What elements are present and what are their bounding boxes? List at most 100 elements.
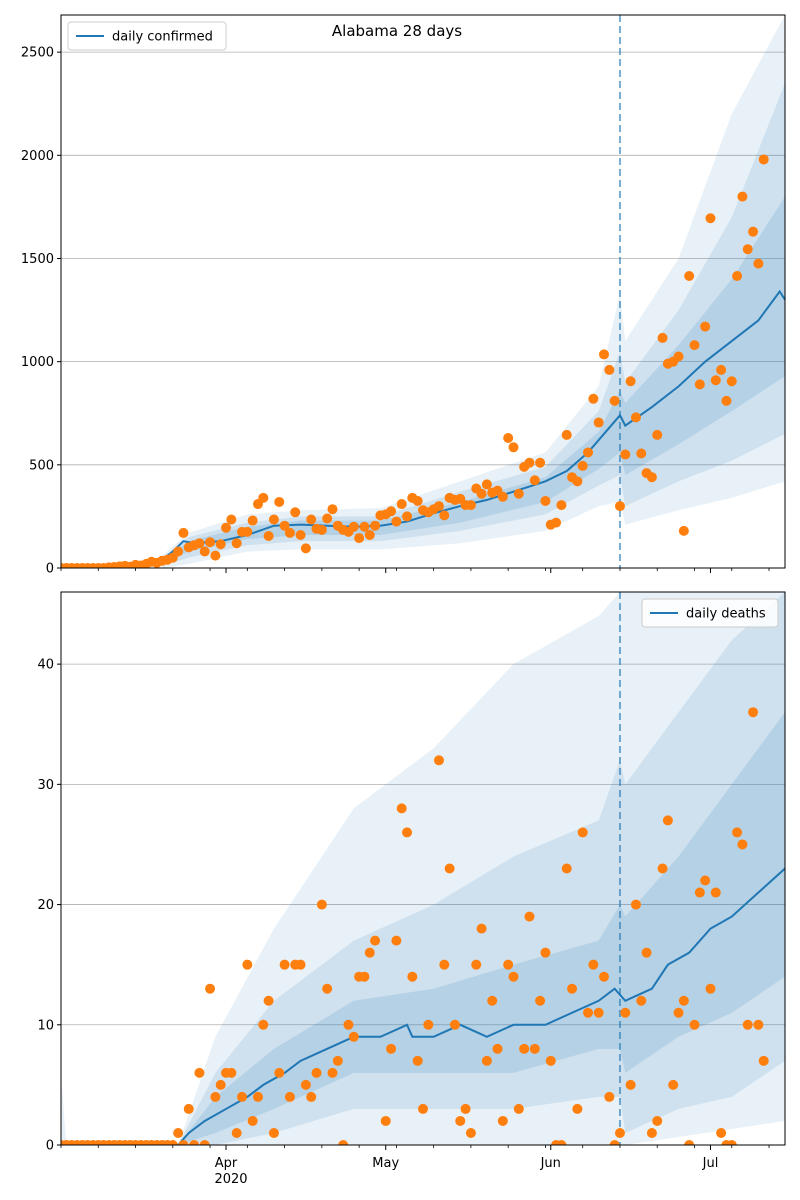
deaths-observed-point bbox=[641, 947, 652, 958]
confirmed-observed-point bbox=[263, 531, 274, 542]
confirmed-observed-point bbox=[258, 492, 269, 503]
deaths-observed-point bbox=[284, 1091, 295, 1102]
confirmed-observed-point bbox=[279, 520, 290, 531]
confirmed-y-tick-label: 2000 bbox=[21, 149, 54, 164]
confirmed-observed-point bbox=[322, 513, 333, 524]
deaths-observed-point bbox=[646, 1127, 657, 1138]
confirmed-observed-point bbox=[231, 538, 242, 549]
deaths-observed-point bbox=[439, 959, 450, 970]
deaths-observed-point bbox=[433, 755, 444, 766]
confirmed-legend-label: daily confirmed bbox=[112, 30, 213, 45]
confirmed-observed-point bbox=[199, 546, 210, 557]
deaths-observed-point bbox=[684, 1140, 695, 1145]
deaths-observed-point bbox=[753, 1019, 764, 1030]
deaths-observed-point bbox=[258, 1019, 269, 1030]
confirmed-axes-frame bbox=[60, 14, 786, 569]
deaths-observed-point bbox=[210, 1091, 221, 1102]
deaths-observed-point bbox=[567, 983, 578, 994]
confirmed-observed-point bbox=[630, 412, 641, 423]
deaths-observed-point bbox=[561, 863, 572, 874]
deaths-observed-point bbox=[604, 1091, 615, 1102]
deaths-observed-point bbox=[657, 863, 668, 874]
confirmed-observed-point bbox=[700, 321, 711, 332]
deaths-observed-point bbox=[412, 1055, 423, 1066]
deaths-observed-point bbox=[338, 1140, 349, 1145]
deaths-observed-point bbox=[252, 1091, 263, 1102]
deaths-observed-point bbox=[705, 983, 716, 994]
confirmed-observed-point bbox=[481, 479, 492, 490]
confirmed-observed-point bbox=[657, 332, 668, 343]
confirmed-y-tick-label: 500 bbox=[29, 458, 54, 473]
deaths-observed-point bbox=[380, 1115, 391, 1126]
deaths-observed-point bbox=[407, 971, 418, 982]
confirmed-observed-point bbox=[673, 351, 684, 362]
deaths-observed-point bbox=[694, 887, 705, 898]
confirmed-y-tick-label: 2500 bbox=[21, 46, 54, 61]
deaths-x-tick-label: Apr bbox=[215, 1156, 238, 1171]
confirmed-observed-point bbox=[396, 499, 407, 510]
deaths-observed-point bbox=[396, 803, 407, 814]
confirmed-observed-point bbox=[284, 527, 295, 538]
confirmed-panel: 0 500 1000 1500 2000 2500 Alabama 28 days daily… bbox=[21, 14, 786, 577]
deaths-observed-point bbox=[662, 815, 673, 826]
confirmed-band-outer bbox=[162, 15, 785, 568]
deaths-observed-point bbox=[455, 1115, 466, 1126]
confirmed-observed-point bbox=[588, 393, 599, 404]
deaths-observed-point bbox=[173, 1127, 184, 1138]
deaths-observed-point bbox=[386, 1043, 397, 1054]
deaths-observed-point bbox=[609, 1140, 620, 1145]
deaths-observed-point bbox=[471, 959, 482, 970]
deaths-observed-point bbox=[268, 1127, 279, 1138]
deaths-observed-point bbox=[359, 971, 370, 982]
deaths-observed-point bbox=[492, 1043, 503, 1054]
deaths-observed-point bbox=[636, 995, 647, 1006]
deaths-observed-point bbox=[620, 1007, 631, 1018]
confirmed-observed-point bbox=[439, 510, 450, 521]
confirmed-observed-point bbox=[636, 448, 647, 459]
deaths-observed-point bbox=[652, 1115, 663, 1126]
confirmed-observed-point bbox=[386, 506, 397, 517]
deaths-observed-point bbox=[497, 1115, 508, 1126]
deaths-observed-point bbox=[449, 1019, 460, 1030]
confirmed-legend-box bbox=[67, 21, 227, 51]
confirmed-observed-point bbox=[753, 258, 764, 269]
confirmed-plot-area bbox=[61, 15, 785, 568]
deaths-observed-point bbox=[237, 1091, 247, 1102]
deaths-observed-point bbox=[519, 1043, 530, 1054]
deaths-observed-point bbox=[370, 935, 381, 946]
deaths-observed-point bbox=[503, 959, 514, 970]
confirmed-observed-point bbox=[705, 213, 716, 224]
confirmed-observed-point bbox=[274, 496, 285, 507]
confirmed-observed-point bbox=[205, 537, 216, 548]
deaths-x-tick-label: Jul bbox=[702, 1156, 719, 1171]
confirmed-observed-point bbox=[529, 475, 540, 486]
confirmed-observed-point bbox=[652, 429, 663, 440]
deaths-x-tick-year-label: 2020 bbox=[214, 1172, 247, 1187]
deaths-observed-point bbox=[231, 1127, 242, 1138]
deaths-legend-box bbox=[641, 598, 779, 628]
deaths-observed-point bbox=[465, 1127, 476, 1138]
deaths-band-mid bbox=[178, 592, 785, 1145]
deaths-observed-point bbox=[391, 935, 402, 946]
deaths-observed-point bbox=[508, 971, 519, 982]
deaths-observed-point bbox=[476, 923, 487, 934]
deaths-observed-point bbox=[215, 1079, 226, 1090]
deaths-observed-point bbox=[700, 875, 711, 886]
confirmed-observed-point bbox=[210, 550, 221, 561]
deaths-observed-point bbox=[418, 1103, 428, 1114]
confirmed-observed-point bbox=[348, 521, 359, 532]
deaths-observed-point bbox=[189, 1140, 200, 1145]
confirmed-observed-point bbox=[226, 514, 237, 525]
deaths-axes-frame bbox=[60, 591, 786, 1146]
deaths-observed-point bbox=[513, 1103, 524, 1114]
confirmed-observed-point bbox=[242, 526, 253, 537]
confirmed-observed-point bbox=[716, 364, 727, 375]
deaths-observed-point bbox=[748, 707, 759, 718]
deaths-y-tick-label: 40 bbox=[37, 658, 54, 673]
deaths-y-tick-label: 20 bbox=[37, 898, 54, 913]
confirmed-legend: daily confirmed bbox=[67, 21, 227, 51]
confirmed-observed-point bbox=[577, 460, 588, 471]
deaths-observed-point bbox=[226, 1067, 237, 1078]
confirmed-observed-point bbox=[290, 507, 301, 518]
